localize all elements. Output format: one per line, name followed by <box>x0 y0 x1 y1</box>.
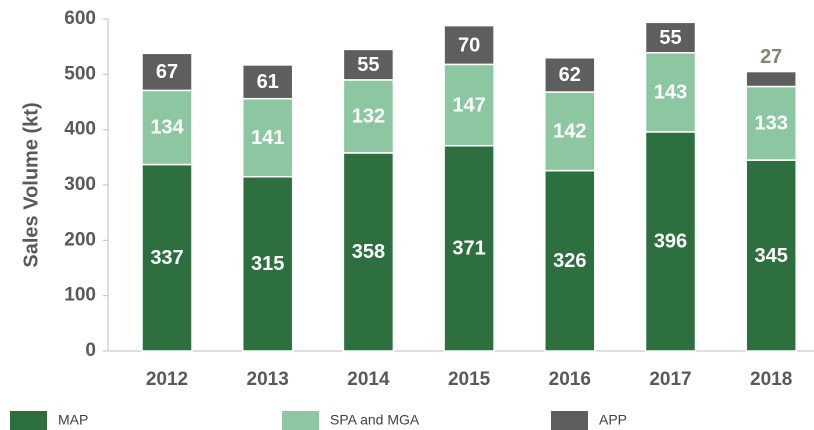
y-tick-label: 600 <box>64 8 96 29</box>
data-label: 358 <box>352 241 385 263</box>
data-label: 142 <box>553 121 586 143</box>
data-label: 62 <box>559 64 581 86</box>
x-tick-label: 2015 <box>448 369 491 390</box>
data-label: 337 <box>150 247 183 269</box>
data-label: 133 <box>755 113 788 135</box>
data-label: 143 <box>654 82 687 104</box>
y-tick-label: 100 <box>64 285 96 306</box>
bar-segment <box>141 52 193 92</box>
bar-segment <box>342 48 395 81</box>
data-label: 55 <box>659 27 681 49</box>
y-tick-label: 0 <box>85 340 96 361</box>
legend-label: APP <box>599 412 627 428</box>
data-label: 134 <box>150 117 184 139</box>
data-label: 67 <box>156 61 178 83</box>
data-label: 345 <box>755 245 788 267</box>
data-label: 396 <box>654 231 687 253</box>
legend-swatch <box>551 411 588 430</box>
x-tick-label: 2017 <box>649 369 691 390</box>
data-label: 55 <box>357 54 379 76</box>
data-label: 70 <box>458 34 480 56</box>
bar-segment <box>644 52 697 133</box>
bar-segment <box>745 70 797 88</box>
bar-segment <box>644 131 697 352</box>
y-tick-label: 500 <box>64 63 96 84</box>
data-label: 27 <box>760 46 782 68</box>
bar-segment <box>342 79 395 154</box>
bar-segment <box>443 144 495 352</box>
x-tick-label: 2014 <box>347 369 390 390</box>
data-label: 61 <box>257 71 279 93</box>
legend-label: SPA and MGA <box>330 412 420 428</box>
legend-swatch <box>282 411 319 430</box>
bar-segment <box>544 56 596 93</box>
data-label: 132 <box>352 106 385 128</box>
data-label: 315 <box>251 253 284 275</box>
legend-label: MAP <box>58 412 88 428</box>
bar-segment <box>745 159 797 352</box>
legend-swatch <box>10 411 47 430</box>
y-tick-label: 200 <box>64 229 96 250</box>
y-axis-label: Sales Volume (kt) <box>20 102 42 267</box>
y-tick-label: 300 <box>64 174 96 195</box>
bar-segment <box>644 21 697 54</box>
bar-segment <box>443 24 495 66</box>
bar-segment <box>745 85 797 161</box>
data-label: 147 <box>452 94 485 116</box>
data-label: 326 <box>553 250 586 272</box>
data-label: 371 <box>452 238 485 260</box>
bar-segment <box>141 163 193 352</box>
bar-segment <box>241 175 294 352</box>
x-tick-label: 2016 <box>549 369 591 390</box>
bar-segment <box>241 64 294 100</box>
x-tick-label: 2013 <box>247 369 289 390</box>
bar-segment <box>141 89 193 166</box>
bar-segment <box>544 91 596 172</box>
x-tick-label: 2018 <box>750 369 792 390</box>
y-tick-label: 400 <box>64 119 96 140</box>
data-label: 141 <box>251 127 284 149</box>
x-tick-label: 2012 <box>146 369 188 390</box>
